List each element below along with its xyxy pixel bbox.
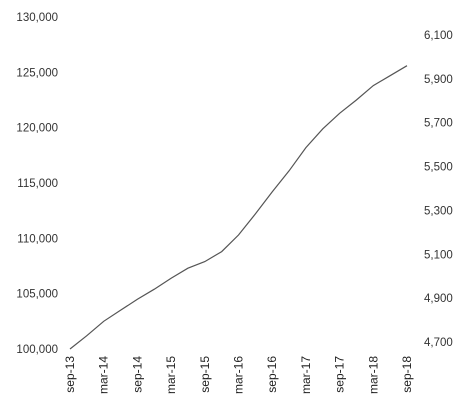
x-tick-label: mar-15	[164, 356, 178, 394]
right-y-tick-label: 4,900	[424, 293, 453, 305]
right-y-tick-label: 5,500	[424, 162, 453, 174]
x-tick-label: sep-16	[265, 356, 279, 393]
x-axis: sep-13 mar-14 sep-14 mar-15 sep-15 mar-16 sep-…	[63, 356, 414, 394]
right-y-tick-label: 5,900	[424, 74, 453, 86]
x-tick-label: sep-18	[400, 356, 414, 393]
series-line	[69, 65, 408, 350]
x-tick-label: mar-18	[366, 356, 380, 394]
x-tick-label: mar-14	[97, 356, 111, 394]
right-y-tick-label: 6,100	[424, 30, 453, 42]
x-tick-label: sep-14	[130, 356, 144, 393]
right-y-tick-label: 4,700	[424, 337, 453, 349]
left-y-tick-label: 120,000	[16, 123, 58, 135]
left-y-tick-label: 115,000	[17, 178, 58, 190]
x-tick-label: mar-17	[299, 356, 313, 394]
right-y-tick-label: 5,300	[424, 205, 453, 217]
left-y-tick-label: 110,000	[17, 233, 58, 245]
left-y-tick-label: 125,000	[16, 67, 58, 79]
left-y-tick-label: 130,000	[16, 12, 58, 24]
right-y-tick-label: 5,100	[424, 249, 453, 261]
x-tick-label: sep-13	[63, 356, 77, 393]
x-tick-label: sep-17	[333, 356, 347, 393]
right-y-tick-label: 5,700	[424, 118, 453, 130]
left-y-tick-label: 105,000	[16, 289, 58, 301]
x-tick-label: mar-16	[232, 356, 246, 394]
left-y-tick-label: 100,000	[16, 344, 58, 356]
x-tick-label: sep-15	[198, 356, 212, 393]
right-y-axis: 4,700 4,900 5,100 5,300 5,500 5,700 5,900 6,100	[424, 30, 453, 349]
left-y-axis: 100,000 105,000 110,000 115,000 120,000 125,0…	[16, 12, 58, 356]
